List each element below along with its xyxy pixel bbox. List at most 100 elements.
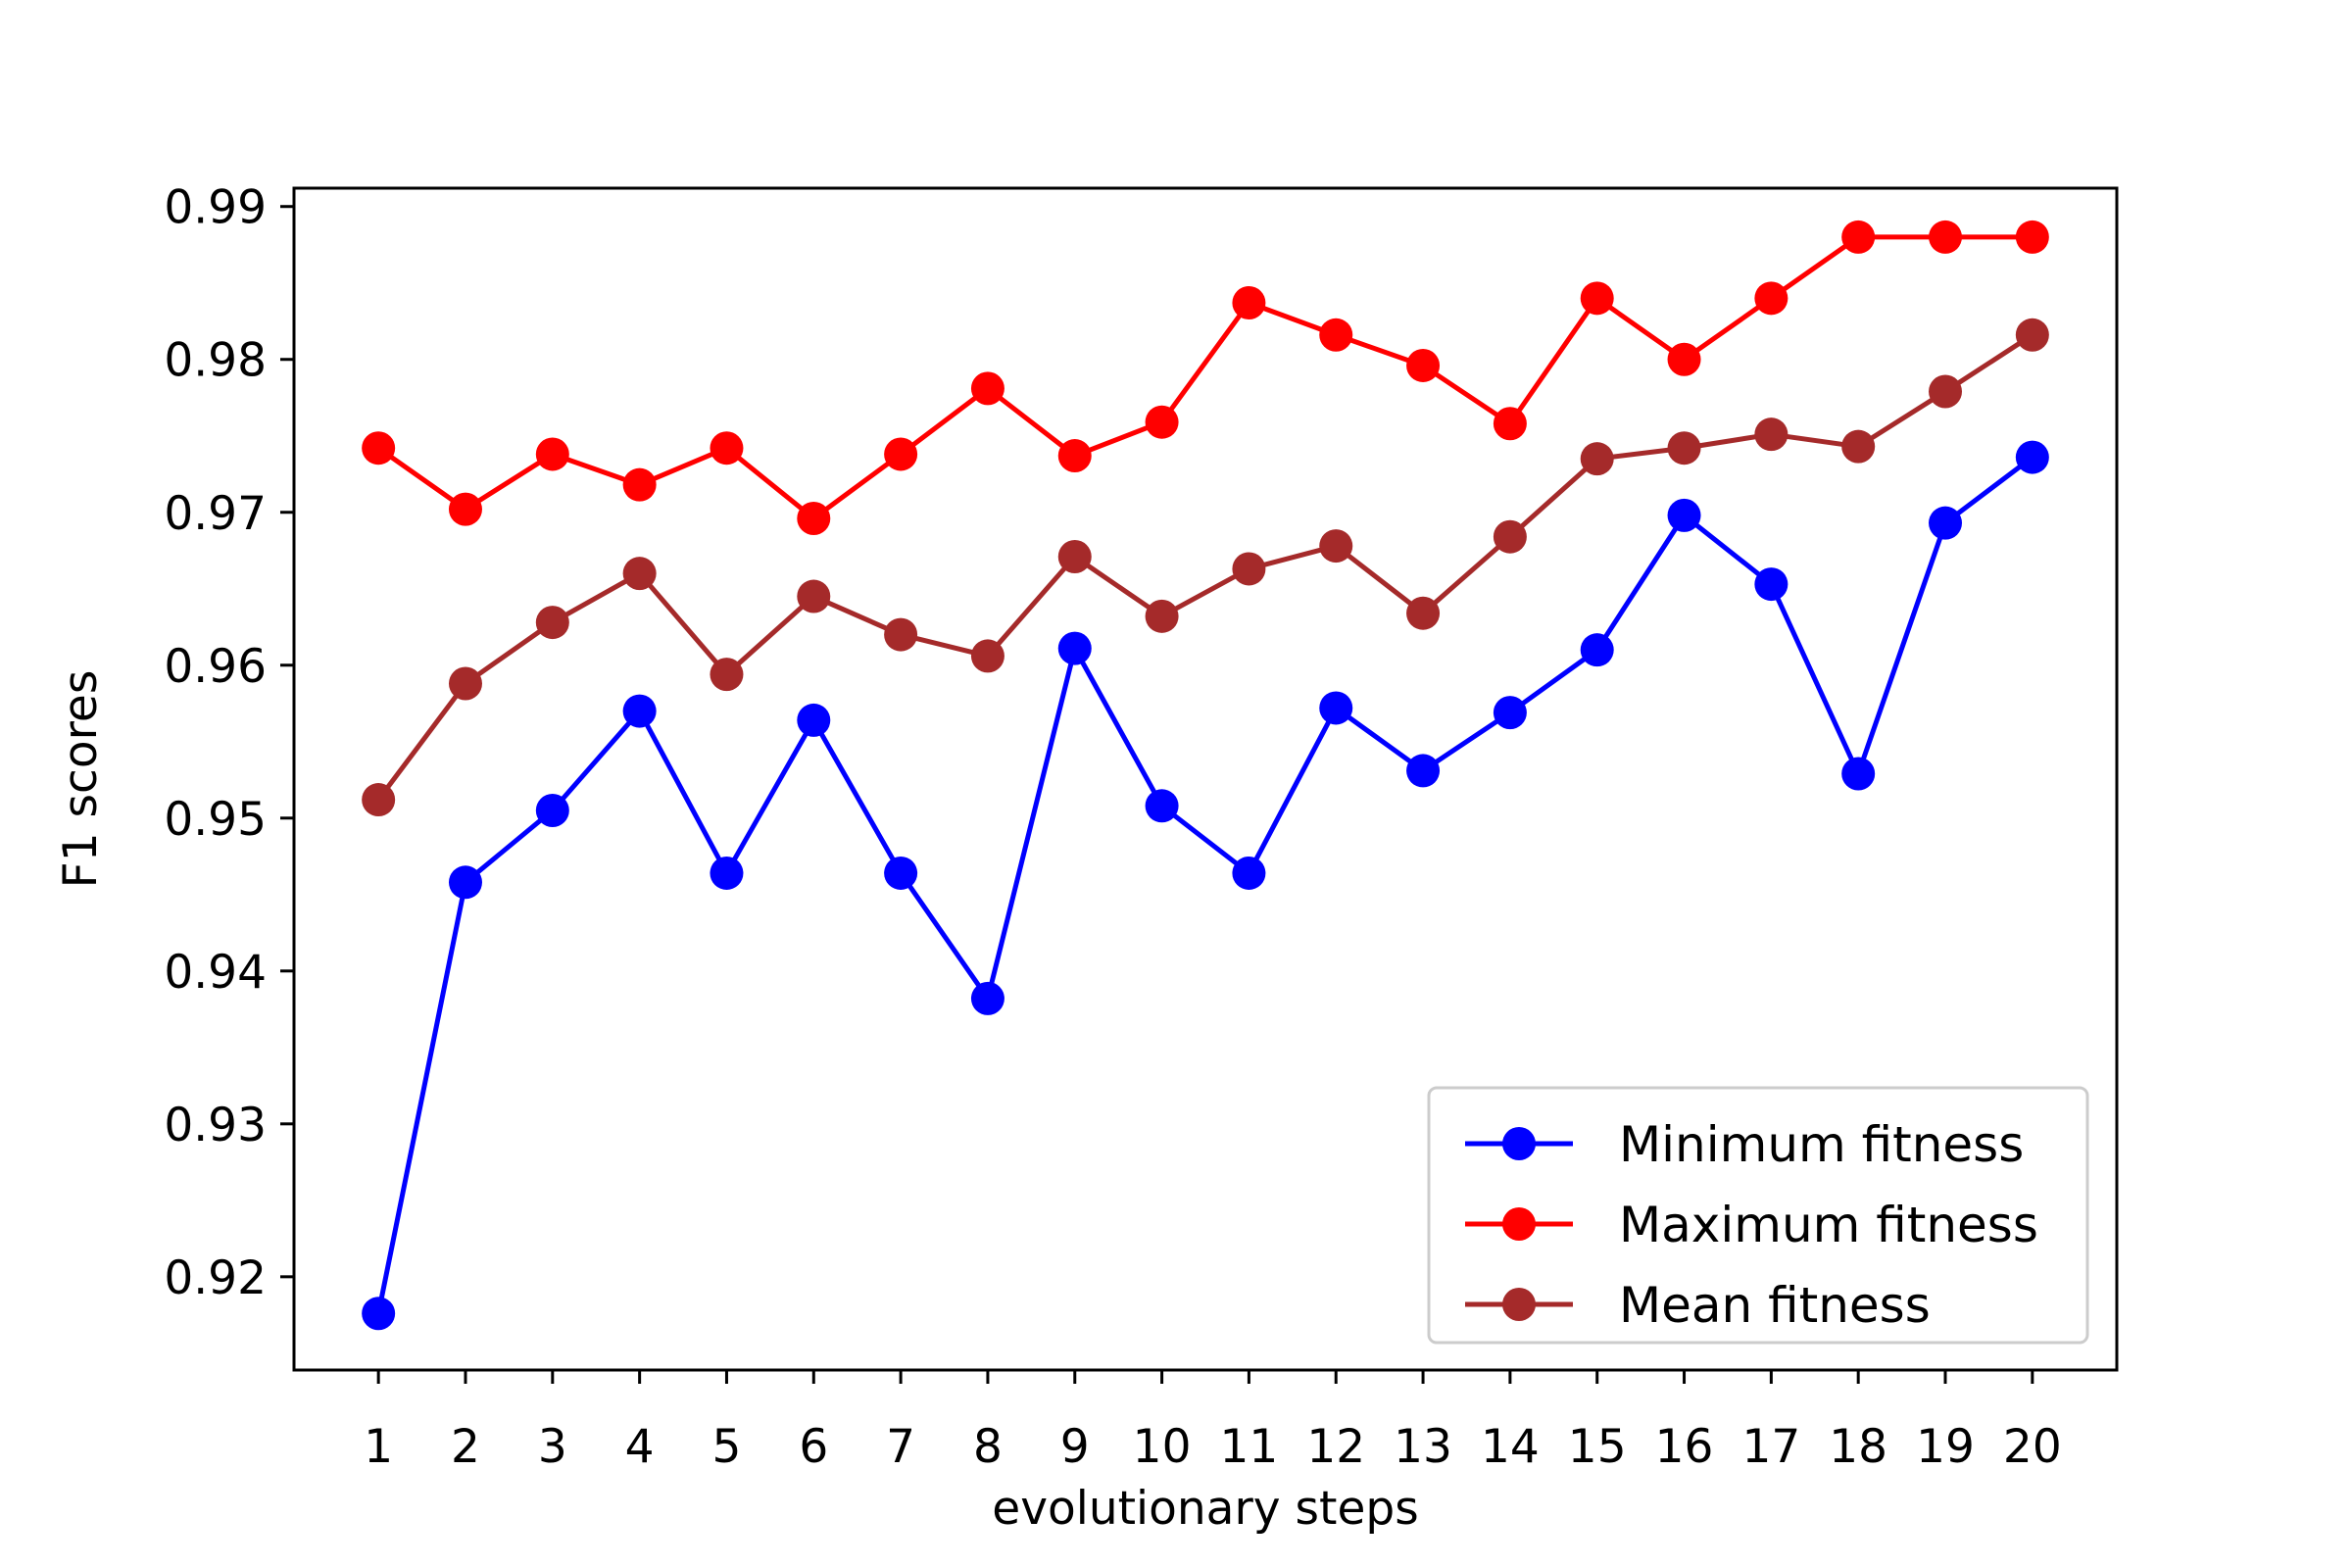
legend: Minimum fitness Maximum fitness Mean fitne…	[1427, 1086, 2089, 1345]
data-point	[535, 606, 569, 640]
x-tick-label: 4	[625, 1420, 655, 1474]
x-tick-label: 12	[1306, 1420, 1365, 1474]
data-point	[448, 865, 482, 900]
data-point	[1493, 519, 1527, 554]
y-tick-label: 0.99	[164, 181, 267, 235]
y-tick-label: 0.93	[164, 1099, 267, 1152]
series-minimum-fitness	[362, 440, 2049, 1331]
x-tick-label: 1	[364, 1420, 393, 1474]
data-point	[1232, 286, 1266, 320]
x-tick-label: 8	[973, 1420, 1003, 1474]
data-point	[1057, 539, 1092, 573]
legend-marker	[1502, 1127, 1536, 1160]
legend-label: Minimum fitness	[1619, 1116, 2024, 1173]
x-tick-label: 5	[712, 1420, 742, 1474]
x-tick-label: 18	[1829, 1420, 1887, 1474]
data-point	[710, 431, 744, 466]
data-point	[535, 793, 569, 827]
data-point	[1406, 596, 1441, 630]
data-point	[970, 371, 1004, 406]
data-point	[1057, 631, 1092, 665]
data-point	[1580, 281, 1614, 316]
data-point	[1493, 696, 1527, 730]
x-tick-label: 14	[1481, 1420, 1540, 1474]
data-point	[1667, 498, 1701, 532]
legend-label: Maximum fitness	[1619, 1197, 2038, 1253]
data-point	[622, 557, 657, 591]
data-point	[1754, 417, 1788, 452]
data-point	[1145, 599, 1179, 633]
legend-marker	[1502, 1288, 1536, 1321]
data-point	[1319, 529, 1353, 564]
y-tick-label: 0.94	[164, 946, 267, 1000]
data-point	[884, 617, 918, 652]
data-point	[1841, 757, 1876, 791]
legend-entry: Mean fitness	[1465, 1277, 1931, 1334]
x-tick-label: 17	[1741, 1420, 1800, 1474]
data-point	[797, 579, 831, 613]
x-tick-label: 20	[2003, 1420, 2062, 1474]
data-point	[1929, 374, 1963, 409]
data-point	[1580, 442, 1614, 476]
data-point	[884, 856, 918, 890]
x-tick-label: 19	[1916, 1420, 1975, 1474]
data-point	[797, 501, 831, 535]
data-point	[970, 981, 1004, 1015]
legend-entry: Minimum fitness	[1465, 1116, 2024, 1173]
x-tick-label: 15	[1568, 1420, 1627, 1474]
data-point	[1057, 439, 1092, 473]
data-point	[1319, 318, 1353, 352]
data-point	[1754, 281, 1788, 316]
x-tick-label: 7	[886, 1420, 915, 1474]
data-point	[1667, 342, 1701, 376]
x-tick-label: 10	[1133, 1420, 1192, 1474]
x-axis: 1 2 3 4 5 6 7 8 9 10 11 12 13 14 15 16 17 18 19 20	[364, 1370, 2062, 1474]
data-point	[1929, 220, 1963, 254]
x-tick-label: 9	[1060, 1420, 1090, 1474]
data-point	[535, 437, 569, 471]
plot-frame	[292, 186, 2119, 1372]
data-point	[1493, 407, 1527, 441]
series-maximum-fitness	[362, 220, 2049, 535]
data-point	[1406, 348, 1441, 382]
data-point	[362, 783, 396, 817]
data-point	[448, 492, 482, 526]
legend-label: Mean fitness	[1619, 1277, 1931, 1334]
data-point	[2015, 220, 2049, 254]
data-point	[1232, 552, 1266, 586]
data-point	[1841, 220, 1876, 254]
data-point	[448, 666, 482, 701]
x-tick-label: 2	[451, 1420, 480, 1474]
x-tick-label: 13	[1394, 1420, 1452, 1474]
data-point	[622, 694, 657, 728]
y-tick-label: 0.95	[164, 793, 267, 847]
legend-entry: Maximum fitness	[1465, 1197, 2038, 1253]
data-point	[622, 467, 657, 502]
y-tick-label: 0.92	[164, 1251, 267, 1305]
data-point	[710, 856, 744, 890]
data-point	[1319, 691, 1353, 725]
y-axis: 0.92 0.93 0.94 0.95 0.96 0.97 0.98 0.99	[164, 181, 294, 1305]
legend-box	[1427, 1086, 2089, 1345]
data-point	[884, 437, 918, 471]
y-tick-label: 0.97	[164, 487, 267, 541]
y-tick-label: 0.98	[164, 334, 267, 388]
series-layer	[362, 220, 2049, 1331]
data-point	[710, 658, 744, 692]
y-tick-label: 0.96	[164, 640, 267, 694]
data-point	[1754, 567, 1788, 602]
data-point	[1406, 754, 1441, 788]
data-point	[2015, 440, 2049, 474]
data-point	[362, 1297, 396, 1331]
data-point	[1667, 431, 1701, 466]
x-axis-label: evolutionary steps	[992, 1482, 1418, 1536]
data-point	[970, 639, 1004, 673]
legend-marker	[1502, 1207, 1536, 1241]
series-mean-fitness	[362, 318, 2049, 817]
y-axis-label: F1 scores	[54, 670, 108, 889]
data-point	[1145, 405, 1179, 439]
data-point	[797, 703, 831, 737]
x-tick-label: 16	[1655, 1420, 1714, 1474]
data-point	[1841, 429, 1876, 464]
